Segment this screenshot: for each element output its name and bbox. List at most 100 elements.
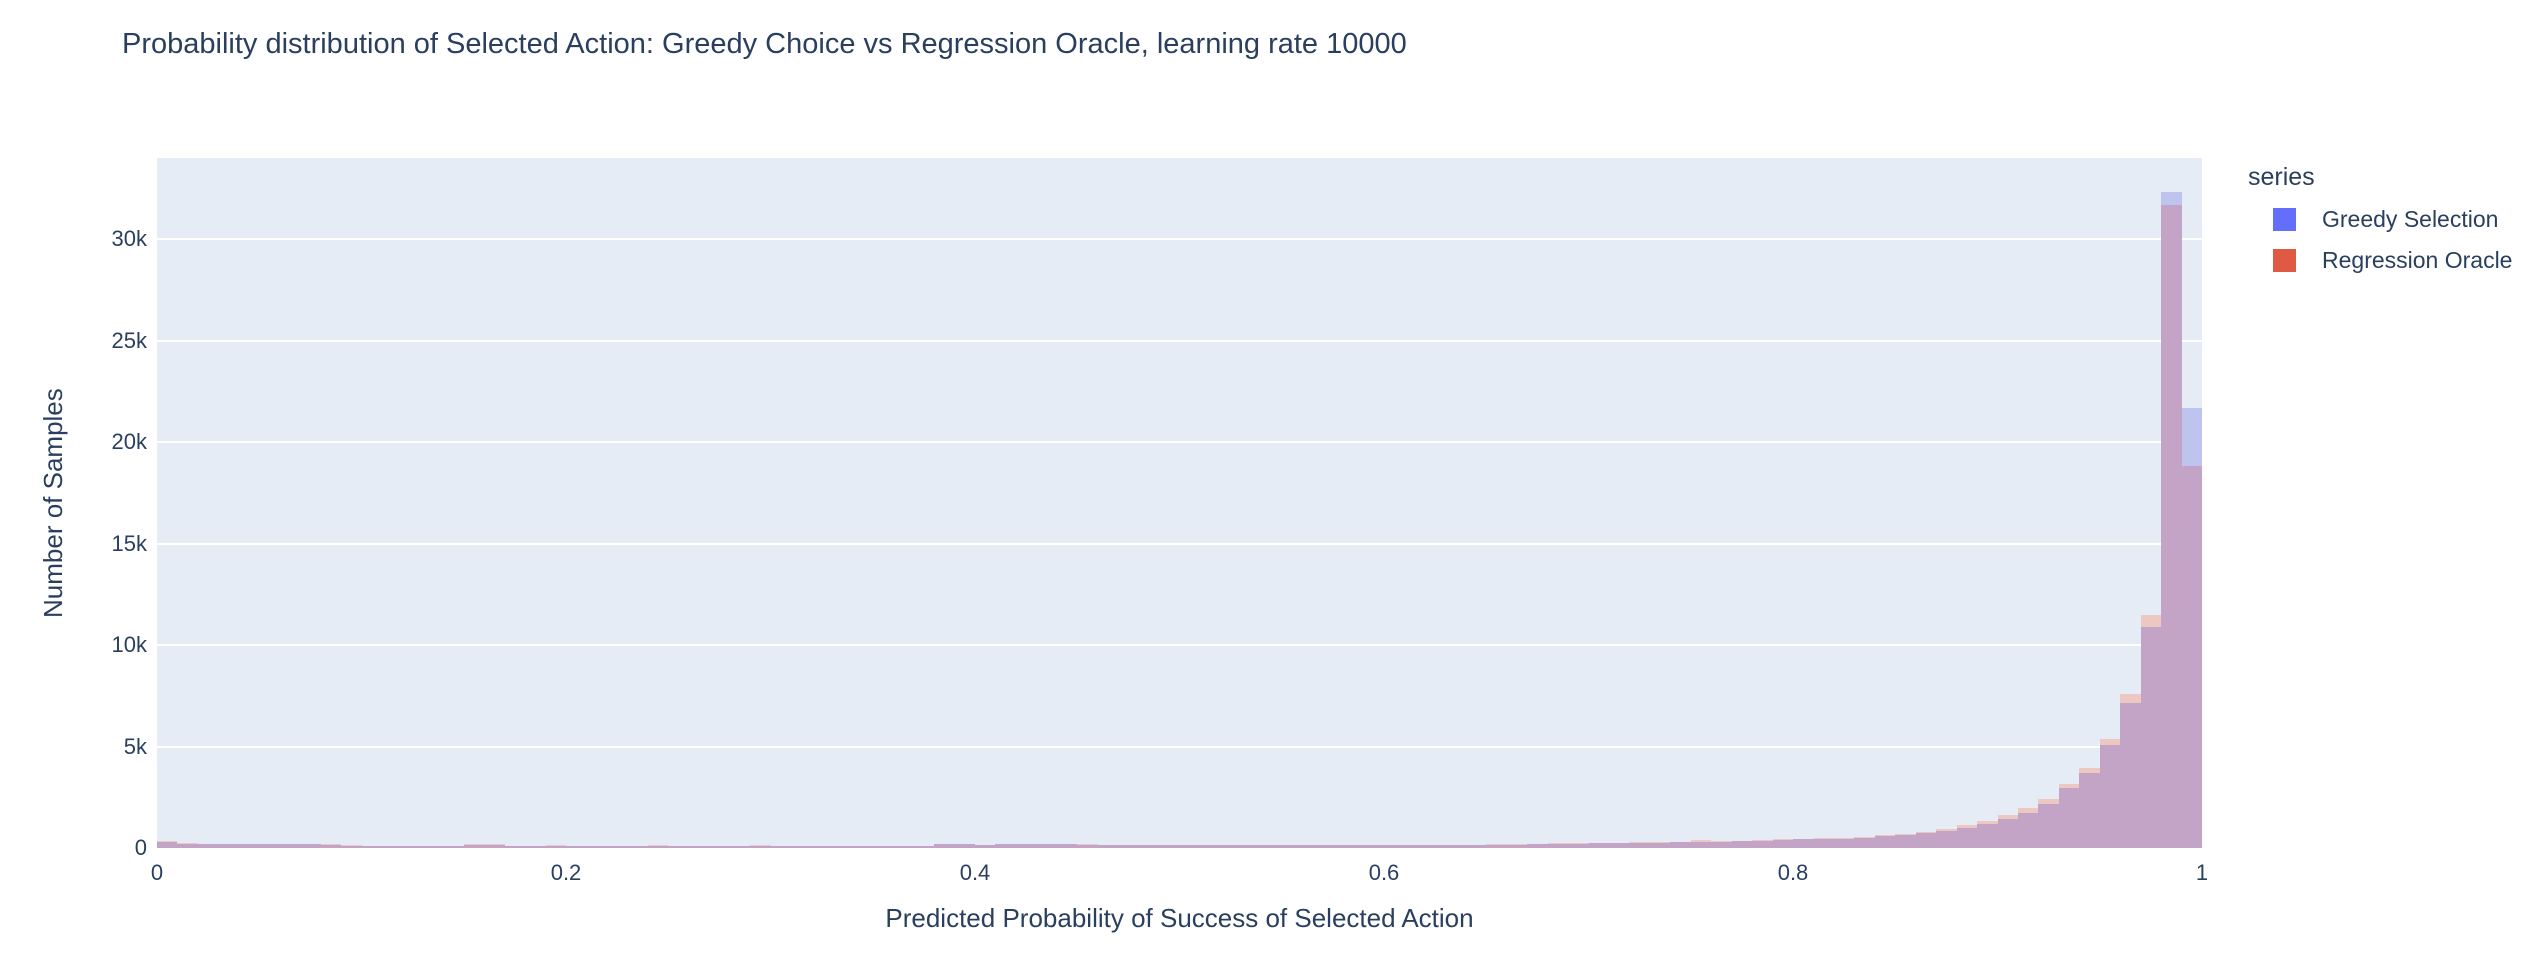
histogram-bar-greedy-segment xyxy=(2161,192,2182,205)
histogram-bar-oracle-segment xyxy=(157,841,177,842)
histogram-bar-overlap-segment xyxy=(811,846,832,848)
chart-title: Probability distribution of Selected Act… xyxy=(122,28,1407,60)
histogram-bar-overlap-segment xyxy=(1261,845,1282,848)
histogram-bar-overlap-segment xyxy=(1589,843,1609,848)
histogram-bar-overlap-segment xyxy=(1793,839,1813,848)
histogram-bar-greedy-segment xyxy=(2182,408,2202,466)
histogram-bar-overlap-segment xyxy=(464,845,484,848)
histogram-bar-overlap-segment xyxy=(1670,842,1691,848)
histogram-bar-overlap-segment xyxy=(1813,839,1834,848)
histogram-bar-overlap-segment xyxy=(1425,845,1445,848)
histogram-bar-overlap-segment xyxy=(2141,627,2161,848)
histogram-bar-overlap-segment xyxy=(382,846,402,848)
histogram-bar-overlap-segment xyxy=(934,844,955,848)
histogram-bar-oracle-segment xyxy=(750,845,771,846)
histogram-bar-oracle-segment xyxy=(1548,843,1568,844)
histogram-bar-overlap-segment xyxy=(280,844,300,848)
histogram-bar-overlap-segment xyxy=(2100,745,2120,848)
histogram-bar-overlap-segment xyxy=(484,845,505,848)
histogram-bar-oracle-segment xyxy=(1752,840,1773,841)
histogram-bar-overlap-segment xyxy=(893,846,914,848)
histogram-bar-overlap-segment xyxy=(1384,845,1404,848)
histogram-bar-overlap-segment xyxy=(1732,841,1752,848)
histogram-bar-overlap-segment xyxy=(2161,205,2182,848)
histogram-bar-overlap-segment xyxy=(607,846,627,848)
histogram-bar-overlap-segment xyxy=(1916,833,1936,848)
histogram-bar-overlap-segment xyxy=(1998,819,2018,848)
y-axis-tick-labels: 0 5k 10k 15k 20k 25k 30k xyxy=(0,158,147,860)
legend-item-greedy-selection[interactable]: Greedy Selection xyxy=(2273,206,2512,233)
histogram-bar-overlap-segment xyxy=(423,846,443,848)
histogram-bar-oracle-segment xyxy=(1834,838,1854,839)
histogram-bar-overlap-segment xyxy=(1077,845,1098,848)
histogram-bar-overlap-segment xyxy=(1220,845,1241,848)
y-tick-label: 30k xyxy=(111,226,147,252)
histogram-bar-overlap-segment xyxy=(995,844,1016,848)
histogram-bar-overlap-segment xyxy=(832,846,852,848)
histogram-bar-overlap-segment xyxy=(259,844,280,848)
histogram-bar-oracle-segment xyxy=(546,845,566,846)
histogram-bar-overlap-segment xyxy=(1323,845,1343,848)
histogram-bar-overlap-segment xyxy=(668,846,689,848)
histogram-bar-oracle-segment xyxy=(1650,842,1670,843)
histogram-bar-overlap-segment xyxy=(1036,844,1057,848)
histogram-bar-oracle-segment xyxy=(484,844,505,845)
histogram-bar-overlap-segment xyxy=(1895,835,1916,848)
histogram-bar-overlap-segment xyxy=(1568,844,1589,848)
histogram-bar-oracle-segment xyxy=(1977,821,1998,824)
y-gridline xyxy=(157,644,2202,647)
histogram-bar-overlap-segment xyxy=(1180,845,1200,848)
histogram-bar-overlap-segment xyxy=(2079,773,2100,848)
y-tick-label: 20k xyxy=(111,429,147,455)
histogram-bar-oracle-segment xyxy=(464,844,484,845)
x-tick-label: 0 xyxy=(150,860,164,885)
histogram-bar-overlap-segment xyxy=(975,845,995,848)
histogram-bar-overlap-segment xyxy=(321,845,341,848)
x-tick-label: 0.4 xyxy=(959,860,991,885)
histogram-bar-overlap-segment xyxy=(1548,844,1568,848)
histogram-bar-oracle-segment xyxy=(1773,839,1793,840)
histogram-bar-overlap-segment xyxy=(730,846,750,848)
x-tick-label: 1 xyxy=(2195,860,2209,885)
histogram-bar-overlap-segment xyxy=(1875,836,1895,848)
histogram-bar-overlap-segment xyxy=(1691,842,1711,848)
histogram-bar-overlap-segment xyxy=(1016,844,1036,848)
histogram-bar-overlap-segment xyxy=(1609,843,1629,848)
histogram-bar-overlap-segment xyxy=(1752,841,1773,848)
legend: series Greedy Selection Regression Oracle xyxy=(2248,163,2512,288)
histogram-bar-oracle-segment xyxy=(1895,834,1916,835)
histogram-bar-overlap-segment xyxy=(177,844,198,848)
histogram-bar-overlap-segment xyxy=(709,846,730,848)
histogram-bar-overlap-segment xyxy=(1241,845,1261,848)
histogram-bar-overlap-segment xyxy=(1936,831,1957,848)
histogram-bar-overlap-segment xyxy=(1711,842,1732,848)
histogram-bar-overlap-segment xyxy=(2018,813,2038,848)
histogram-bar-overlap-segment xyxy=(627,846,648,848)
histogram-bar-oracle-segment xyxy=(2079,768,2100,773)
histogram-bar-oracle-segment xyxy=(1998,815,2018,819)
y-tick-label: 15k xyxy=(111,530,147,556)
histogram-bar-overlap-segment xyxy=(362,846,382,848)
histogram-bar-overlap-segment xyxy=(1343,845,1364,848)
histogram-bar-overlap-segment xyxy=(1957,828,1977,848)
histogram-bar-overlap-segment xyxy=(1404,845,1425,848)
histogram-bar-overlap-segment xyxy=(914,846,934,848)
legend-item-label: Greedy Selection xyxy=(2322,206,2499,232)
y-gridline xyxy=(157,542,2202,545)
histogram-bar-overlap-segment xyxy=(1282,845,1302,848)
histogram-bar-oracle-segment xyxy=(2100,739,2120,745)
histogram-bar-oracle-segment xyxy=(2120,694,2141,703)
histogram-bar-overlap-segment xyxy=(239,844,259,848)
legend-item-regression-oracle[interactable]: Regression Oracle xyxy=(2273,247,2512,274)
histogram-bar-overlap-segment xyxy=(341,846,362,848)
histogram-bar-oracle-segment xyxy=(1936,829,1957,831)
y-gridline xyxy=(157,339,2202,342)
histogram-bar-overlap-segment xyxy=(1834,839,1854,848)
histogram-bar-overlap-segment xyxy=(1445,845,1466,848)
legend-swatch xyxy=(2273,249,2296,272)
histogram-bar-oracle-segment xyxy=(1507,844,1527,845)
histogram-bar-overlap-segment xyxy=(2182,466,2202,848)
histogram-bar-overlap-segment xyxy=(1118,845,1139,848)
x-tick-label: 0.8 xyxy=(1777,860,1809,885)
histogram-bar-overlap-segment xyxy=(1486,845,1507,848)
